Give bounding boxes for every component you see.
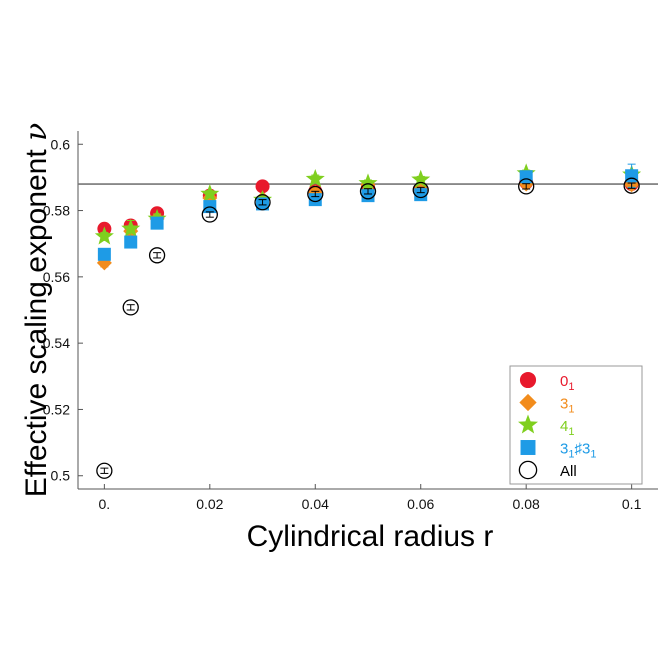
data-point <box>121 218 141 237</box>
data-point <box>94 226 114 245</box>
legend-label: 41 <box>560 418 574 438</box>
y-tick-label: 0.6 <box>51 136 71 152</box>
y-axis-title-symbol: ν <box>19 123 54 141</box>
data-point <box>623 177 640 194</box>
x-tick-label: 0.1 <box>622 496 642 512</box>
legend-marker <box>520 440 536 455</box>
data-point <box>254 194 271 211</box>
data-point <box>200 183 220 203</box>
y-axis-title: Effective scaling exponent ν <box>19 123 54 498</box>
data-point <box>124 235 138 249</box>
legend-marker <box>518 414 538 434</box>
legend-label: 31♯31 <box>560 441 596 461</box>
y-tick-label: 0.54 <box>43 335 70 351</box>
y-tick-label: 0.58 <box>43 203 70 219</box>
data-point <box>96 462 113 479</box>
data-point <box>307 185 324 203</box>
data-point <box>150 216 164 230</box>
data-point <box>359 183 377 200</box>
legend-marker <box>518 460 538 480</box>
x-tick-label: 0.02 <box>196 496 223 512</box>
legend-label: 01 <box>560 373 574 393</box>
legend-marker <box>519 393 537 412</box>
y-tick-label: 0.5 <box>51 468 71 484</box>
x-axis-ticks: 0. 0.02 0.04 0.06 0.08 0.1 <box>99 484 642 512</box>
axes: 0. 0.02 0.04 0.06 0.08 0.1 0.50.520.540.560.5… <box>43 131 658 512</box>
legend-label: All <box>560 463 577 480</box>
y-axis-ticks: 0.5 0.52 0.54 0.56 0.58 0.6 <box>43 136 83 484</box>
x-tick-label: 0.08 <box>513 496 540 512</box>
y-tick-label: 0.52 <box>43 401 70 417</box>
x-tick-label: 0.04 <box>302 496 329 512</box>
data-point <box>361 189 375 203</box>
y-tick-label: 0.56 <box>43 269 70 285</box>
legend-label: 31 <box>560 396 574 416</box>
data-point <box>519 170 533 184</box>
data-point <box>412 181 429 199</box>
data-point <box>414 188 428 202</box>
data-point <box>97 247 111 261</box>
x-tick-label: 0.06 <box>407 496 434 512</box>
x-tick-label: 0. <box>99 496 111 512</box>
data-point <box>305 169 325 188</box>
data-point <box>122 299 139 316</box>
y-axis-title-text: Effective scaling exponent <box>20 141 53 497</box>
data-series <box>94 163 642 479</box>
legend-marker <box>519 371 537 389</box>
series-4 <box>96 177 640 479</box>
data-point <box>255 179 270 194</box>
data-point <box>411 169 431 188</box>
series-2 <box>94 163 642 245</box>
data-point <box>518 178 535 195</box>
data-point <box>148 247 166 264</box>
data-point <box>201 206 218 223</box>
data-point <box>358 173 378 192</box>
x-axis-title: Cylindrical radius r <box>247 520 494 553</box>
